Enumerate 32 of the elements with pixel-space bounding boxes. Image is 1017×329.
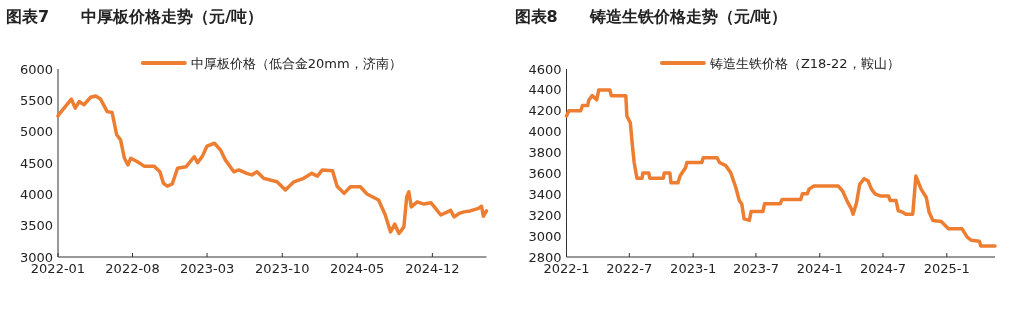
line-series <box>56 94 489 236</box>
x-tick-label: 2024-12 <box>405 261 460 276</box>
y-tick-label: 4500 <box>19 155 53 171</box>
legend-label: 铸造生铁价格（Z18-22，鞍山） <box>708 55 900 71</box>
y-tick-label: 4600 <box>528 61 562 77</box>
y-tick-label: 4200 <box>528 103 562 119</box>
x-tick-label: 2025-1 <box>923 261 970 276</box>
line-series <box>564 88 997 248</box>
x-tick-label: 2024-05 <box>329 261 385 276</box>
chart-title: 图表7 中厚板价格走势（元/吨） <box>6 7 263 26</box>
x-tick-label: 2022-7 <box>606 261 653 276</box>
legend-label: 中厚板价格（低合金20mm，济南） <box>190 55 402 71</box>
chart-title: 图表8 铸造生铁价格走势（元/吨） <box>514 7 788 26</box>
y-tick-label: 5000 <box>19 124 53 140</box>
y-tick-label: 3600 <box>528 165 562 181</box>
y-tick-label: 3000 <box>528 228 562 244</box>
y-tick-label: 3200 <box>528 207 562 223</box>
x-tick-label: 2022-08 <box>105 261 160 276</box>
y-tick-label: 6000 <box>19 61 53 77</box>
y-tick-label: 4000 <box>19 186 53 202</box>
y-tick-label: 3800 <box>528 145 562 161</box>
y-tick-label: 3400 <box>528 186 562 202</box>
x-tick-label: 2023-1 <box>670 261 717 276</box>
x-tick-label: 2023-7 <box>732 261 779 276</box>
y-tick-label: 4400 <box>528 82 562 98</box>
x-tick-label: 2024-7 <box>859 261 906 276</box>
x-tick-label: 2023-10 <box>255 261 310 276</box>
y-tick-label: 4000 <box>528 124 562 140</box>
x-tick-label: 2023-03 <box>179 261 235 276</box>
y-tick-label: 5500 <box>19 92 53 108</box>
y-tick-label: 3500 <box>19 218 53 234</box>
x-tick-label: 2024-1 <box>796 261 843 276</box>
